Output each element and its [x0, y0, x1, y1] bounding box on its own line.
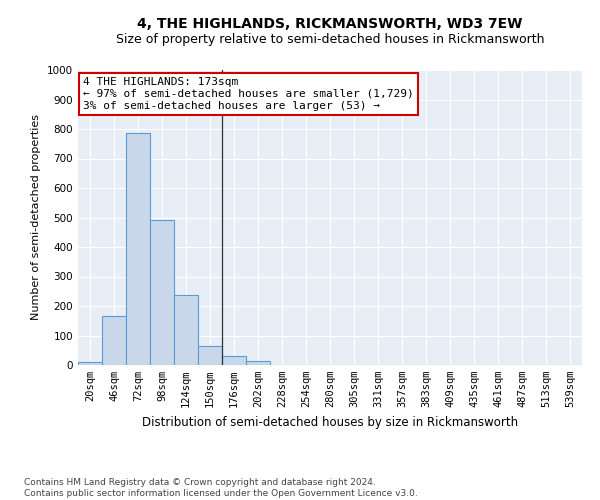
Text: 4, THE HIGHLANDS, RICKMANSWORTH, WD3 7EW: 4, THE HIGHLANDS, RICKMANSWORTH, WD3 7EW — [137, 18, 523, 32]
Text: Size of property relative to semi-detached houses in Rickmansworth: Size of property relative to semi-detach… — [116, 32, 544, 46]
Bar — [126, 134, 150, 365]
Bar — [174, 295, 198, 365]
Text: Contains HM Land Registry data © Crown copyright and database right 2024.
Contai: Contains HM Land Registry data © Crown c… — [24, 478, 418, 498]
Y-axis label: Number of semi-detached properties: Number of semi-detached properties — [31, 114, 41, 320]
Bar — [198, 346, 222, 365]
Bar — [78, 362, 102, 365]
Bar — [102, 316, 126, 365]
Bar — [222, 356, 246, 365]
Bar — [150, 220, 174, 365]
Text: 4 THE HIGHLANDS: 173sqm
← 97% of semi-detached houses are smaller (1,729)
3% of : 4 THE HIGHLANDS: 173sqm ← 97% of semi-de… — [83, 78, 414, 110]
Bar — [246, 360, 270, 365]
X-axis label: Distribution of semi-detached houses by size in Rickmansworth: Distribution of semi-detached houses by … — [142, 416, 518, 428]
